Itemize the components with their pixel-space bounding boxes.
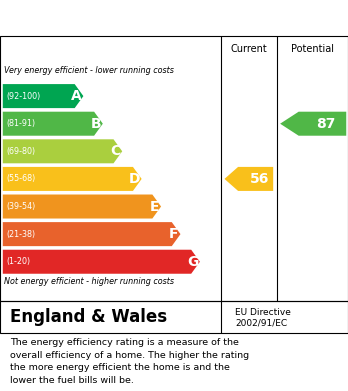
Text: Very energy efficient - lower running costs: Very energy efficient - lower running co…: [4, 66, 174, 75]
Text: (69-80): (69-80): [6, 147, 35, 156]
Polygon shape: [3, 167, 142, 191]
Text: 2002/91/EC: 2002/91/EC: [235, 319, 287, 328]
Text: F: F: [169, 227, 178, 241]
Text: (1-20): (1-20): [6, 257, 30, 266]
Text: Potential: Potential: [291, 44, 334, 54]
Polygon shape: [280, 112, 346, 136]
Text: Current: Current: [230, 44, 267, 54]
Text: (92-100): (92-100): [6, 91, 40, 100]
Text: (39-54): (39-54): [6, 202, 35, 211]
Text: 56: 56: [250, 172, 269, 186]
Text: Not energy efficient - higher running costs: Not energy efficient - higher running co…: [4, 277, 174, 286]
Polygon shape: [3, 112, 103, 136]
Text: Energy Efficiency Rating: Energy Efficiency Rating: [10, 11, 232, 25]
Polygon shape: [3, 84, 84, 108]
Text: England & Wales: England & Wales: [10, 308, 168, 326]
Polygon shape: [224, 167, 273, 191]
Text: D: D: [129, 172, 141, 186]
Polygon shape: [3, 222, 181, 246]
Text: E: E: [149, 199, 159, 213]
Text: C: C: [110, 144, 120, 158]
Text: The energy efficiency rating is a measure of the
overall efficiency of a home. T: The energy efficiency rating is a measur…: [10, 338, 250, 385]
Text: G: G: [187, 255, 199, 269]
Text: 87: 87: [316, 117, 335, 131]
Text: (55-68): (55-68): [6, 174, 35, 183]
Polygon shape: [3, 139, 122, 163]
Polygon shape: [3, 194, 161, 219]
Polygon shape: [3, 250, 200, 274]
Text: B: B: [90, 117, 101, 131]
Text: EU Directive: EU Directive: [235, 308, 291, 317]
Text: A: A: [71, 89, 82, 103]
Text: (21-38): (21-38): [6, 230, 35, 239]
Text: (81-91): (81-91): [6, 119, 35, 128]
